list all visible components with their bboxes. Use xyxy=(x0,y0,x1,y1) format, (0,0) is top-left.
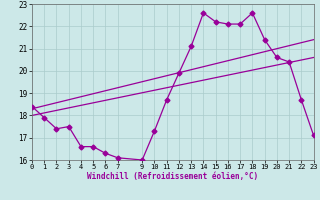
X-axis label: Windchill (Refroidissement éolien,°C): Windchill (Refroidissement éolien,°C) xyxy=(87,172,258,181)
